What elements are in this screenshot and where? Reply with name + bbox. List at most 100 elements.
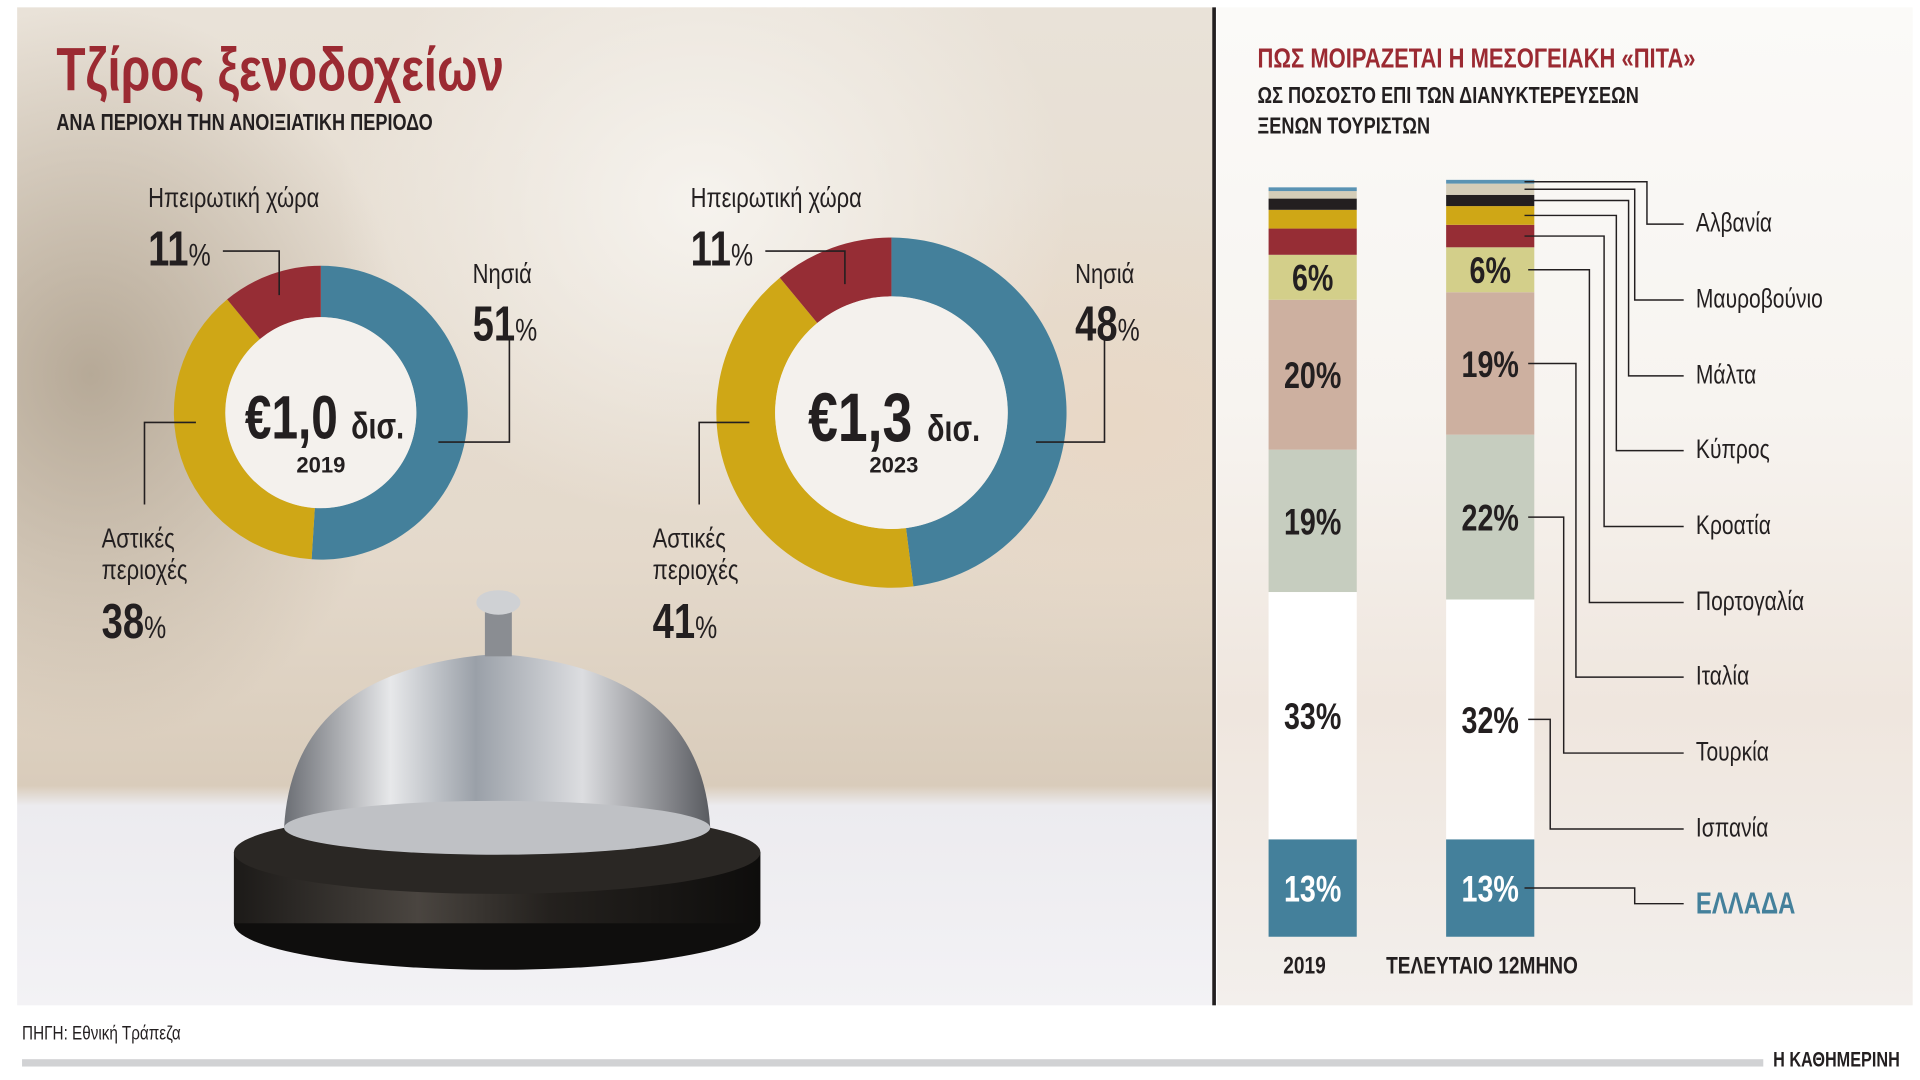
bar-segment-Μαυροβούνιο-1: [1446, 183, 1535, 195]
bar-segment-Αλβανία-0: [1268, 187, 1357, 192]
leader-line-2019-mainland: [222, 250, 280, 296]
donut-slice-2023-1: [716, 277, 914, 588]
bar-value-label: 13%: [1462, 868, 1519, 909]
bar-value-label: 32%: [1462, 699, 1519, 740]
donut-2019-islands-pct: 51%: [472, 297, 538, 352]
donut-2023-urban-pct: 41%: [652, 595, 718, 649]
label-text: Αστικές περιοχές: [653, 522, 739, 586]
donut-2023-islands-pct: 48%: [1075, 297, 1140, 352]
legend-leader-line: [1524, 180, 1684, 225]
bar-segment-ΕΛΛΑΔΑ-0: [1268, 839, 1357, 937]
publisher-logo: Η ΚΑΘΗΜΕΡΙΝΗ: [1773, 1048, 1900, 1072]
bar-value-label: 33%: [1284, 696, 1341, 737]
source-note: ΠΗΓΗ: Εθνική Τράπεζα: [22, 1023, 181, 1045]
legend-leader-line: [1528, 269, 1684, 604]
legend-item: Τουρκία: [1695, 735, 1769, 767]
page-title: Τζίρος ξενοδοχείων: [56, 34, 630, 105]
page-subtitle-text: ΑΝΑ ΠΕΡΙΟΧΗ ΤΗΝ ΑΝΟΙΞΙΑΤΙΚΗ ΠΕΡΙΟΔΟ: [56, 110, 433, 136]
bar-value-label: 20%: [1284, 355, 1341, 396]
bar-segment-ΕΛΛΑΔΑ-1: [1446, 839, 1535, 937]
legend-item: Αλβανία: [1695, 206, 1773, 238]
bar-segment-Πορτογαλία-0: [1268, 254, 1357, 300]
donut-2023-year: 2023: [869, 453, 919, 478]
x-category-2019: 2019: [1283, 952, 1326, 980]
legend-item: Πορτογαλία: [1695, 585, 1805, 616]
bar-segment-Ιταλία-1: [1446, 292, 1535, 435]
bar-chart-title: ΠΩΣ ΜΟΙΡΑΖΕΤΑΙ Η ΜΕΣΟΓΕΙΑΚΗ «ΠΙΤΑ»: [1257, 41, 1696, 74]
page-subtitle: ΑΝΑ ΠΕΡΙΟΧΗ ΤΗΝ ΑΝΟΙΞΙΑΤΙΚΗ ΠΕΡΙΟΔΟ: [56, 110, 539, 137]
bar-value-label: 6%: [1292, 257, 1333, 298]
donut-2019-urban-pct: 38%: [101, 595, 167, 649]
bar-segment-Κροατία-1: [1446, 224, 1535, 248]
legend-leader-line: [1524, 214, 1684, 452]
donut-2023-mainland-pct: 11%: [690, 222, 754, 277]
donut-2023-mainland-label: Ηπειρωτική χώρα: [691, 181, 910, 214]
donut-hole-2023: [775, 296, 1008, 529]
donut-2019-year: 2019: [296, 453, 346, 478]
donut-2023-center-value: €1,3 δισ.: [808, 378, 981, 456]
donut-slice-2023-0: [891, 237, 1067, 587]
donut-slice-2019-2: [227, 265, 321, 340]
donut-slice-2019-0: [311, 265, 468, 560]
donut-2023-islands-label: Νησιά: [1075, 257, 1151, 290]
label-line: περιοχές: [652, 553, 739, 586]
bar-segment-Μάλτα-0: [1268, 198, 1357, 210]
legend-leader-line: [1524, 887, 1684, 905]
donut-2019-mainland-pct: 11%: [148, 222, 211, 277]
leader-line-2019-urban: [143, 421, 196, 505]
label-text: Ηπειρωτική χώρα: [690, 181, 862, 214]
bar-chart-subtitle: ΩΣ ΠΟΣΟΣΤΟ ΕΠΙ ΤΩΝ ΔΙΑΝΥΚΤΕΡΕΥΣΕΩΝ ΞΕΝΩΝ …: [1257, 83, 1639, 140]
bar-segment-Ιταλία-0: [1268, 299, 1357, 450]
legend-item: Ισπανία: [1695, 811, 1769, 843]
bar-value-label: 6%: [1470, 250, 1511, 291]
legend-leader-line: [1524, 188, 1684, 301]
legend-item: Κροατία: [1695, 509, 1771, 541]
x-category-last-12-months: ΤΕΛΕΥΤΑΙΟ 12ΜΗΝΟ: [1386, 952, 1578, 980]
donut-2019-center-value: €1,0 δισ.: [244, 383, 405, 452]
donut-slice-2023-2: [779, 237, 892, 324]
legend-item: Μάλτα: [1695, 358, 1757, 390]
label-text: Νησιά: [472, 257, 532, 289]
label-text: Νησιά: [1075, 257, 1135, 289]
donut-2019-mainland-label: Ηπειρωτική χώρα: [148, 181, 367, 214]
bar-value-label: 13%: [1284, 868, 1341, 909]
leader-line-2023-mainland: [765, 250, 846, 285]
donut-2023-urban-label: Αστικές περιοχές: [653, 522, 763, 586]
leader-line-2019-islands: [438, 340, 511, 443]
legend-item: Κύπρος: [1695, 433, 1770, 465]
label-text: Ηπειρωτική χώρα: [148, 181, 320, 214]
donut-2019-urban-label: Αστικές περιοχές: [102, 522, 212, 586]
bar-segment-Μαυροβούνιο-0: [1268, 191, 1357, 199]
donut-hole-2019: [225, 317, 417, 509]
bar-value-label: 22%: [1462, 497, 1519, 538]
bar-value-label: 19%: [1284, 501, 1341, 542]
page-title-text: Τζίρος ξενοδοχείων: [56, 35, 504, 105]
legend-leader-line: [1528, 362, 1684, 678]
label-text: Αστικές περιοχές: [102, 522, 188, 586]
bar-segment-Ισπανία-1: [1446, 599, 1535, 840]
bar-segment-Ισπανία-0: [1268, 592, 1357, 840]
legend-item: Μαυροβούνιο: [1695, 282, 1823, 314]
bar-segment-Τουρκία-1: [1446, 434, 1535, 600]
donut-2019-islands-label: Νησιά: [473, 257, 549, 290]
panel-divider: [1212, 7, 1216, 1006]
label-line: Αστικές: [652, 521, 726, 554]
bar-segment-Μάλτα-1: [1446, 194, 1535, 207]
donut-slice-2019-1: [173, 299, 315, 560]
bar-segment-Πορτογαλία-1: [1446, 247, 1535, 293]
label-line: περιοχές: [101, 553, 188, 586]
leader-line-2023-islands: [1035, 340, 1106, 443]
legend-item: Ιταλία: [1695, 660, 1750, 691]
bar-segment-Κύπρος-1: [1446, 206, 1535, 225]
legend-leader-line: [1528, 516, 1684, 754]
legend-leader-line: [1528, 718, 1684, 830]
bar-segment-Κύπρος-0: [1268, 209, 1357, 229]
bar-value-label: 19%: [1462, 343, 1519, 384]
legend-leader-line: [1524, 235, 1684, 528]
legend-item: ΕΛΛΑΔΑ: [1695, 886, 1796, 921]
legend-leader-line: [1524, 199, 1684, 377]
leader-line-2023-urban: [698, 421, 750, 505]
bar-segment-Κροατία-0: [1268, 228, 1357, 255]
label-line: Αστικές: [101, 521, 175, 554]
